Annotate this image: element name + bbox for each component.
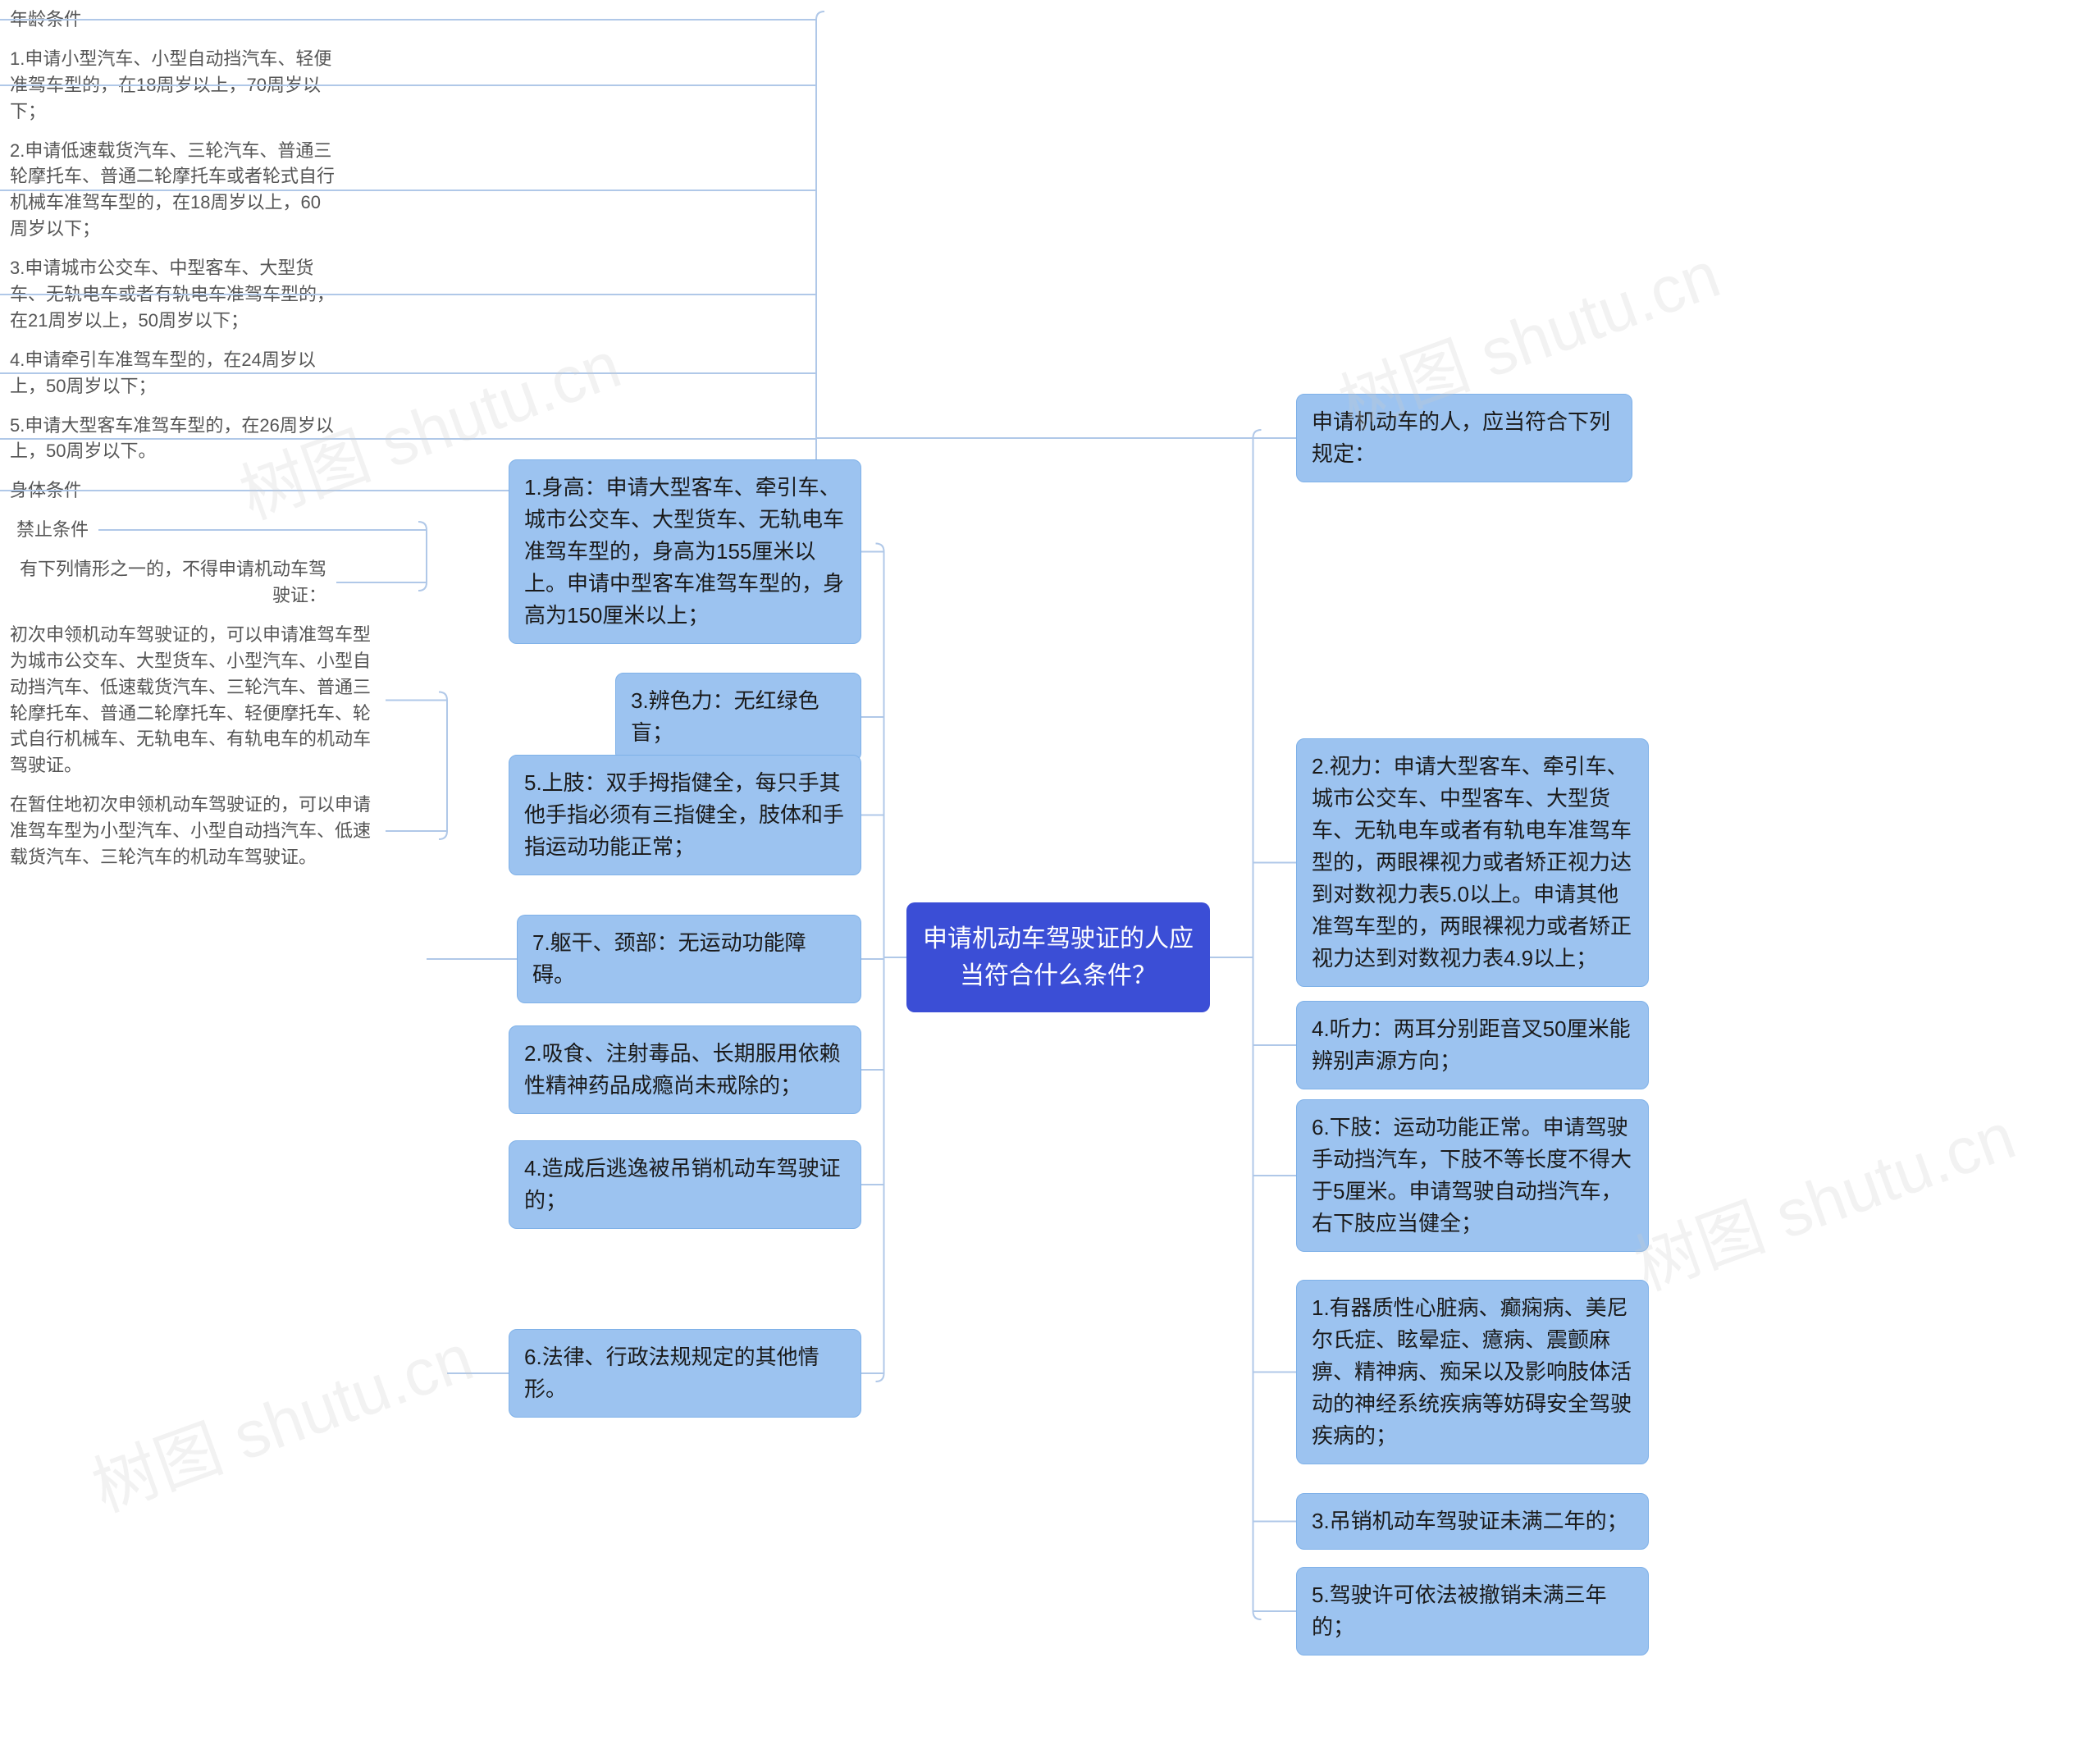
leaf-firstapply-2: 在暂住地初次申领机动车驾驶证的，可以申请准驾车型为小型汽车、小型自动挡汽车、低速… bbox=[0, 785, 386, 877]
leaf-age-5: 5.申请大型客车准驾车型的，在26周岁以上，50周岁以下。 bbox=[0, 406, 345, 472]
left-node-upperlimb: 5.上肢：双手拇指健全，每只手其他手指必须有三指健全，肢体和手指运动功能正常； bbox=[509, 755, 861, 875]
left-node-height: 1.身高：申请大型客车、牵引车、城市公交车、大型货车、无轨电车准驾车型的，身高为… bbox=[509, 459, 861, 644]
right-node-revoke2y: 3.吊销机动车驾驶证未满二年的； bbox=[1296, 1493, 1649, 1550]
watermark-4: 树图 shutu.cn bbox=[1620, 1084, 2026, 1309]
left-node-color: 3.辨色力：无红绿色盲； bbox=[615, 673, 861, 761]
left-node-otherlaw: 6.法律、行政法规规定的其他情形。 bbox=[509, 1329, 861, 1418]
right-node-cancel3y: 5.驾驶许可依法被撤销未满三年的； bbox=[1296, 1567, 1649, 1656]
leaf-age-3: 3.申请城市公交车、中型客车、大型货车、无轨电车或者有轨电车准驾车型的，在21周… bbox=[0, 249, 345, 340]
right-node-hearing: 4.听力：两耳分别距音叉50厘米能辨别声源方向； bbox=[1296, 1001, 1649, 1089]
leaf-firstapply-1: 初次申领机动车驾驶证的，可以申请准驾车型为城市公交车、大型货车、小型汽车、小型自… bbox=[0, 615, 386, 785]
leaf-prohibit-desc: 有下列情形之一的，不得申请机动车驾驶证： bbox=[0, 550, 336, 615]
leaf-age-1: 1.申请小型汽车、小型自动挡汽车、轻便准驾车型的，在18周岁以上，70周岁以下； bbox=[0, 39, 345, 131]
leaf-age-2: 2.申请低速载货汽车、三轮汽车、普通三轮摩托车、普通二轮摩托车或者轮式自行机械车… bbox=[0, 131, 345, 249]
right-node-vision: 2.视力：申请大型客车、牵引车、城市公交车、中型客车、大型货车、无轨电车或者有轨… bbox=[1296, 738, 1649, 987]
right-node-disease: 1.有器质性心脏病、癫痫病、美尼尔氏症、眩晕症、癔病、震颤麻痹、精神病、痴呆以及… bbox=[1296, 1280, 1649, 1464]
right-node-lowerlimb: 6.下肢：运动功能正常。申请驾驶手动挡汽车，下肢不等长度不得大于5厘米。申请驾驶… bbox=[1296, 1099, 1649, 1252]
leaf-age-condition: 年龄条件 bbox=[0, 0, 164, 39]
left-node-trunk: 7.躯干、颈部：无运动功能障碍。 bbox=[517, 915, 861, 1003]
watermark-3: 树图 shutu.cn bbox=[78, 1305, 484, 1531]
leaf-body-condition: 身体条件 bbox=[0, 471, 164, 510]
left-node-drugs: 2.吸食、注射毒品、长期服用依赖性精神药品成瘾尚未戒除的； bbox=[509, 1025, 861, 1114]
left-node-escape: 4.造成后逃逸被吊销机动车驾驶证的； bbox=[509, 1140, 861, 1229]
right-node-regulations: 申请机动车的人，应当符合下列规定： bbox=[1296, 394, 1632, 482]
leaf-prohibit: 禁止条件 bbox=[0, 510, 98, 550]
leaf-age-4: 4.申请牵引车准驾车型的，在24周岁以上，50周岁以下； bbox=[0, 340, 345, 406]
root-node: 申请机动车驾驶证的人应当符合什么条件？ bbox=[906, 902, 1210, 1012]
